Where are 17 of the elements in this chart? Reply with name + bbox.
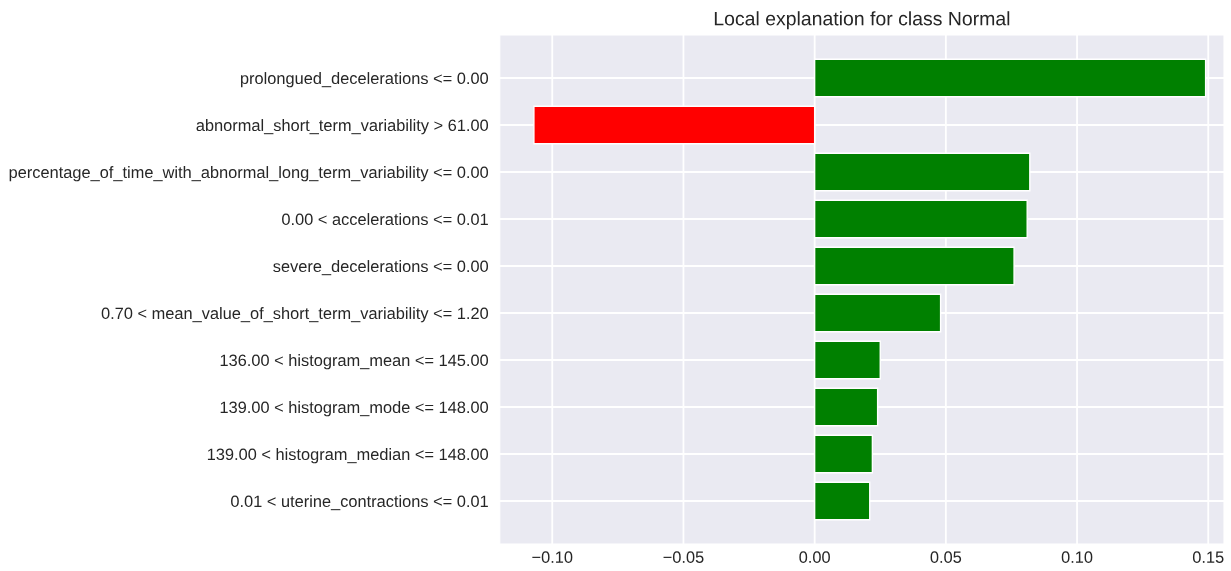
y-tick-label: severe_decelerations <= 0.00 [273, 260, 489, 276]
y-tick-label: prolongued_decelerations <= 0.00 [240, 72, 489, 88]
x-tick-label: −0.10 [532, 551, 573, 563]
y-tick-label: percentage_of_time_with_abnormal_long_term_variability <= 0.00 [9, 166, 489, 182]
y-tick-label: abnormal_short_term_variability > 61.00 [196, 119, 489, 135]
x-tick-label: 0.00 [799, 551, 830, 563]
x-tick-label: 0.10 [1061, 551, 1093, 563]
chart-title: Local explanation for class Normal [714, 11, 1010, 30]
y-tick-label: 0.70 < mean_value_of_short_term_variability <= 1.20 [101, 307, 489, 323]
x-tick-label: 0.15 [1192, 551, 1224, 563]
y-tick-label: 139.00 < histogram_mode <= 148.00 [220, 401, 489, 417]
x-tick-label: −0.05 [663, 551, 704, 563]
y-tick-label: 0.00 < accelerations <= 0.01 [282, 213, 488, 226]
y-tick-label: 139.00 < histogram_median <= 148.00 [207, 448, 489, 464]
y-tick-label: 0.01 < uterine_contractions <= 0.01 [231, 495, 488, 511]
y-tick-label: 136.00 < histogram_mean <= 145.00 [220, 354, 489, 370]
x-tick-label: 0.05 [930, 551, 962, 563]
